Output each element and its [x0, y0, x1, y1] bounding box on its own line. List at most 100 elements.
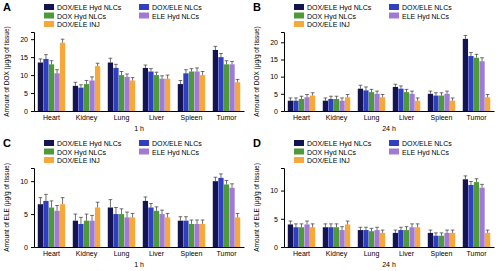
error-bar	[300, 224, 304, 227]
bar	[49, 64, 54, 111]
y-tick: 20	[20, 36, 34, 43]
x-tick: Lung	[114, 247, 130, 258]
x-tick-label: Tumor	[467, 250, 488, 257]
error-cap	[109, 199, 113, 200]
error-line	[406, 227, 407, 230]
error-line	[62, 198, 63, 205]
x-tick-label: Spleen	[431, 250, 453, 258]
x-tick-label: Heart	[293, 250, 310, 257]
x-tick-label: Lung	[364, 114, 380, 122]
x-tick: Spleen	[181, 247, 203, 258]
x-tick: Kidney	[76, 111, 98, 122]
error-line	[150, 204, 151, 208]
bar	[428, 94, 433, 111]
error-line	[342, 98, 343, 101]
error-line	[330, 224, 331, 227]
error-line	[417, 224, 418, 227]
x-tick-label: Heart	[43, 250, 60, 257]
error-cap	[184, 216, 188, 217]
y-tick: 5	[274, 91, 284, 98]
legend-swatch	[44, 157, 54, 163]
error-cap	[39, 58, 43, 59]
panel: A05101520HeartKidneyLungLiverSpleenTumor…	[3, 1, 245, 132]
error-bar	[399, 227, 403, 230]
error-line	[162, 210, 163, 214]
bar	[310, 96, 315, 111]
x-tick-label: Tumor	[217, 250, 238, 257]
error-line	[382, 95, 383, 98]
x-tick-label: Spleen	[181, 114, 203, 122]
y-tick-label: 5	[24, 90, 28, 97]
bar	[363, 230, 368, 247]
error-line	[412, 91, 413, 94]
error-cap	[230, 183, 234, 184]
error-line	[57, 70, 58, 74]
error-bar	[324, 224, 328, 227]
y-tick-label: 10	[20, 178, 28, 185]
y-axis-line	[31, 33, 35, 112]
plot: 05101520HeartKidneyLungLiverSpleenTumor	[270, 33, 494, 122]
error-cap	[114, 207, 118, 208]
error-cap	[305, 94, 309, 95]
error-line	[220, 174, 221, 178]
bar	[450, 233, 455, 247]
error-cap	[394, 84, 398, 85]
error-line	[430, 91, 431, 94]
error-line	[132, 78, 133, 81]
error-line	[487, 230, 488, 233]
bar	[404, 230, 409, 247]
bar	[479, 61, 484, 111]
bar	[178, 84, 183, 111]
error-line	[185, 217, 186, 221]
bar	[304, 224, 309, 247]
x-tick-label: Heart	[43, 114, 60, 121]
error-cap	[480, 184, 484, 185]
error-bar	[410, 91, 414, 94]
bar	[358, 230, 363, 247]
error-line	[371, 228, 372, 231]
error-bar	[179, 217, 183, 221]
error-bar	[429, 91, 433, 94]
error-bar	[79, 217, 83, 224]
bar	[369, 92, 374, 111]
error-line	[86, 80, 87, 84]
error-bar	[340, 227, 344, 230]
error-bar	[195, 220, 199, 224]
error-bar	[155, 207, 159, 211]
error-line	[167, 75, 168, 79]
error-line	[400, 86, 401, 89]
error-cap	[429, 230, 433, 231]
x-tick: Heart	[43, 111, 60, 121]
error-bar	[464, 35, 468, 38]
x-tick: Spleen	[181, 111, 203, 122]
error-cap	[179, 216, 183, 217]
error-line	[110, 58, 111, 62]
y-tick: 10	[270, 73, 284, 80]
error-line	[406, 89, 407, 92]
bar	[444, 233, 449, 247]
error-line	[307, 95, 308, 98]
error-line	[232, 184, 233, 188]
error-bar	[166, 213, 170, 217]
legend-label: DOX Hyd NLCs	[57, 13, 107, 21]
error-bar	[179, 80, 183, 84]
error-cap	[451, 97, 455, 98]
series	[293, 53, 473, 111]
error-bar	[305, 95, 309, 98]
legend-item: DOX/ELE NLCs	[389, 4, 452, 11]
y-tick: 5	[24, 90, 34, 97]
error-bar	[305, 221, 309, 224]
x-tick-label: Kidney	[326, 114, 348, 122]
series	[299, 179, 479, 247]
error-cap	[289, 97, 293, 98]
error-line	[435, 93, 436, 96]
bar	[194, 72, 199, 112]
error-line	[301, 96, 302, 99]
error-line	[220, 54, 221, 58]
x-axis-title: 1 h	[134, 261, 144, 268]
bar	[84, 84, 89, 111]
error-line	[62, 39, 63, 43]
y-tick: 0	[274, 108, 284, 115]
bar	[229, 188, 234, 247]
error-line	[412, 224, 413, 227]
